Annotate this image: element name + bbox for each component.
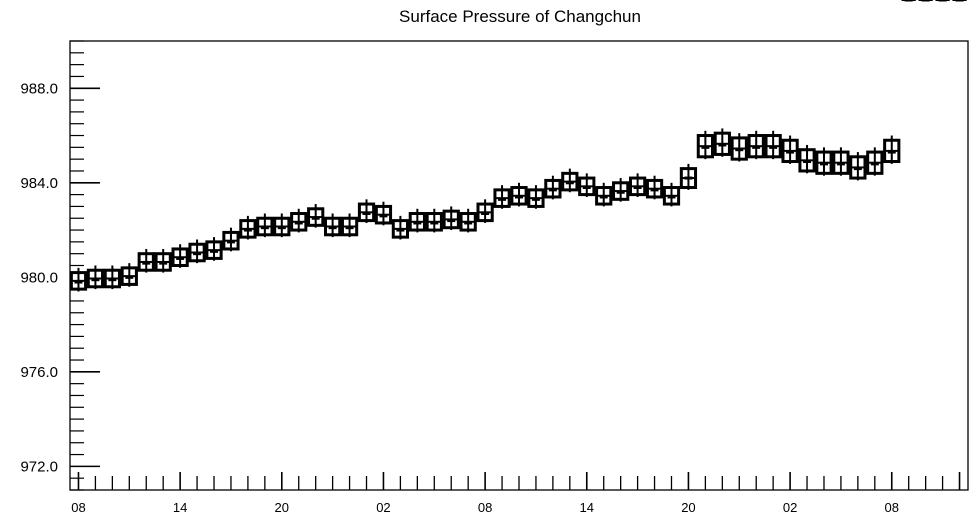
box-mark: [493, 185, 511, 209]
box-mark: [340, 213, 359, 238]
plot-frame: [69, 40, 969, 491]
box-mark: [69, 267, 88, 292]
box-mark: [256, 213, 274, 238]
y-tick-label: 988.0: [20, 80, 58, 97]
box-mark: [628, 173, 647, 197]
box-mark: [679, 163, 698, 190]
box-mark: [86, 265, 105, 290]
box-mark: [290, 208, 308, 233]
y-tick-label: 980.0: [20, 269, 58, 286]
box-mark: [222, 227, 240, 252]
box-mark: [730, 133, 748, 162]
box-mark: [425, 208, 443, 233]
box-mark: [188, 239, 206, 264]
box-mark: [442, 206, 460, 231]
x-axis: 08 14 20 02 08 14 20 02 08: [71, 472, 961, 515]
x-tick-label: 02: [376, 500, 390, 515]
box-mark: [510, 182, 528, 207]
box-mark: [815, 147, 833, 176]
box-mark: [764, 130, 782, 160]
box-mark: [696, 130, 714, 160]
box-mark: [544, 175, 562, 200]
x-tick-label: 14: [580, 500, 594, 515]
x-tick-label: 20: [275, 500, 289, 515]
box-mark: [781, 135, 799, 164]
x-tick-label: 02: [783, 500, 797, 515]
y-tick-label: 972.0: [20, 458, 58, 475]
box-mark: [612, 178, 630, 202]
box-mark: [357, 199, 376, 223]
box-mark: [578, 173, 596, 197]
box-mark: [849, 152, 867, 181]
box-mark: [866, 147, 884, 176]
x-tick-label: 08: [885, 500, 899, 515]
box-mark: [595, 182, 613, 207]
box-mark: [374, 201, 393, 226]
box-mark: [307, 204, 325, 228]
box-mark: [662, 182, 681, 207]
y-tick-label: 984.0: [20, 175, 58, 192]
x-tick-label: 20: [681, 500, 695, 515]
box-mark: [645, 175, 664, 200]
y-tick-label: 976.0: [20, 364, 58, 381]
box-mark: [883, 135, 901, 164]
box-mark: [527, 185, 545, 209]
box-mark: [239, 215, 257, 240]
chart-title: Surface Pressure of Changchun: [399, 7, 641, 26]
box-mark: [459, 208, 477, 233]
x-tick-label: 14: [173, 500, 187, 515]
box-mark: [832, 147, 850, 176]
box-mark: [205, 237, 223, 261]
x-tick-label: 08: [478, 500, 492, 515]
box-mark: [324, 213, 342, 238]
box-series: [69, 0, 967, 292]
box-mark: [103, 265, 121, 290]
box-mark: [747, 130, 765, 160]
box-mark: [137, 248, 155, 273]
box-mark: [391, 215, 410, 240]
box-mark: [561, 168, 579, 193]
box-mark: [798, 144, 816, 174]
box-mark: [273, 213, 291, 238]
box-mark: [408, 208, 426, 233]
box-mark: [154, 248, 172, 273]
y-axis: 972.0 976.0 980.0 984.0 988.0: [20, 40, 100, 491]
box-mark: [713, 128, 731, 157]
box-mark: [120, 263, 138, 287]
x-tick-label: 08: [71, 500, 85, 515]
box-mark: [476, 199, 494, 223]
box-mark: [171, 244, 189, 268]
